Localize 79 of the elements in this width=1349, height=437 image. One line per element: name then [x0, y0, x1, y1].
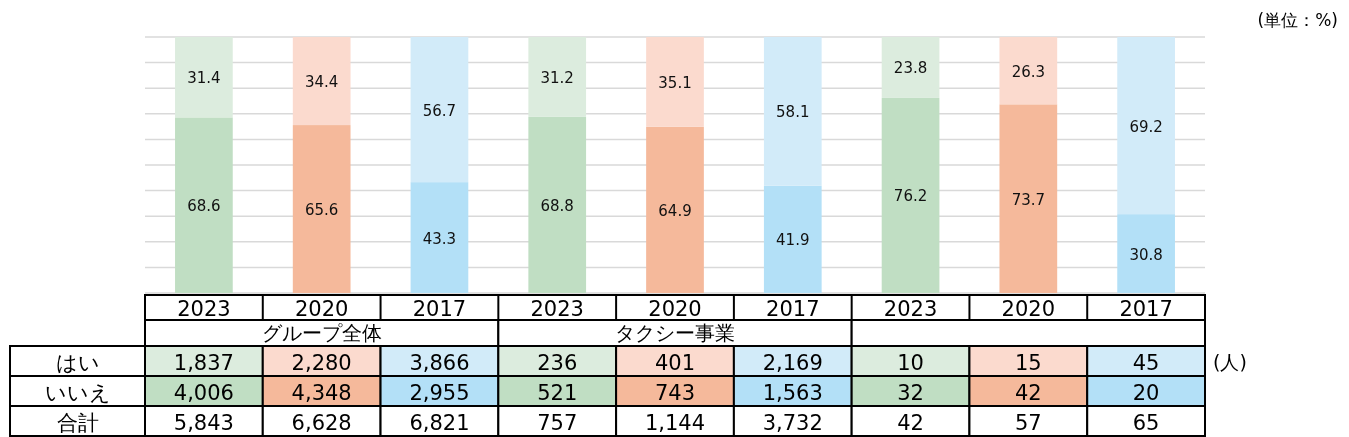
x-tick-label: 2020: [1001, 297, 1056, 321]
bar: [292, 37, 351, 126]
text: 6,628: [291, 411, 352, 435]
text: 743: [654, 381, 696, 405]
data-label: 41.9: [776, 231, 810, 250]
bar: [410, 182, 469, 293]
data-label: 56.7: [422, 101, 457, 120]
x-tick-label: 2017: [766, 297, 820, 321]
data-label: 30.8: [1129, 245, 1163, 264]
text: 2,280: [291, 351, 352, 375]
data-label: 68.8: [540, 196, 574, 215]
text: 42: [897, 411, 924, 435]
data-label: 68.6: [187, 197, 221, 216]
bar: [881, 37, 940, 98]
text: 1,837: [173, 351, 234, 375]
category-label: 合計: [56, 411, 99, 435]
text: (人): [1213, 351, 1247, 373]
text: 45: [1132, 351, 1160, 375]
data-label: 35.1: [658, 73, 692, 92]
x-tick-label: 2020: [294, 297, 349, 321]
bar: [1117, 37, 1175, 215]
text: 57: [1014, 411, 1042, 435]
bar: [999, 37, 1058, 105]
text: 4,006: [173, 381, 234, 405]
x-tick-label: 2017: [412, 297, 467, 321]
data-label: 34.4: [304, 73, 339, 92]
data-label: 65.6: [304, 201, 339, 220]
text: 401: [654, 351, 696, 375]
x-tick-label: 2017: [1119, 297, 1173, 321]
bar: [175, 37, 233, 118]
bar: [763, 37, 822, 186]
bar: [646, 37, 704, 127]
bar: [999, 104, 1058, 293]
data-label: 43.3: [422, 229, 457, 248]
text: 5,843: [173, 411, 234, 435]
text: 32: [897, 381, 924, 405]
text: タクシー事業: [615, 321, 735, 345]
bar: [175, 117, 233, 293]
category-label: はい: [55, 351, 100, 375]
text: 15: [1014, 351, 1042, 375]
text: 236: [537, 351, 578, 375]
text: 1,144: [644, 411, 706, 435]
bar: [528, 116, 587, 293]
data-label: 23.8: [893, 59, 928, 78]
text: 3,866: [409, 351, 470, 375]
bar: [763, 185, 822, 293]
text: 2,955: [409, 381, 470, 405]
text: 757: [537, 411, 578, 435]
x-tick-label: 2023: [177, 297, 231, 321]
text: 6,821: [409, 411, 470, 435]
bar: [410, 37, 469, 183]
data-label: 26.3: [1011, 62, 1046, 81]
text: 10: [897, 351, 924, 375]
text: 4,348: [291, 381, 352, 405]
bar: [1117, 214, 1175, 293]
bar: [528, 37, 587, 117]
text: 3,732: [762, 411, 823, 435]
text: 521: [537, 381, 578, 405]
data-label: 69.2: [1129, 117, 1163, 136]
text: 65: [1132, 411, 1160, 435]
x-tick-label: 2023: [530, 297, 584, 321]
data-label: 73.7: [1011, 190, 1046, 209]
text: (単位：%): [1257, 10, 1338, 30]
text: 1,563: [762, 381, 823, 405]
data-label: 64.9: [658, 201, 692, 220]
data-label: 76.2: [893, 187, 928, 206]
category-label: いいえ: [44, 381, 111, 405]
bar: [881, 97, 940, 293]
x-tick-label: 2020: [648, 297, 702, 321]
text: グループ全体: [261, 321, 382, 345]
data-label: 58.1: [776, 103, 810, 122]
bar: [292, 125, 351, 293]
data-label: 31.2: [540, 68, 574, 87]
data-label: 31.4: [187, 69, 221, 88]
text: 20: [1132, 381, 1160, 405]
bar: [646, 126, 704, 293]
text: 2,169: [762, 351, 823, 375]
text: 42: [1014, 381, 1042, 405]
x-tick-label: 2023: [883, 297, 938, 321]
